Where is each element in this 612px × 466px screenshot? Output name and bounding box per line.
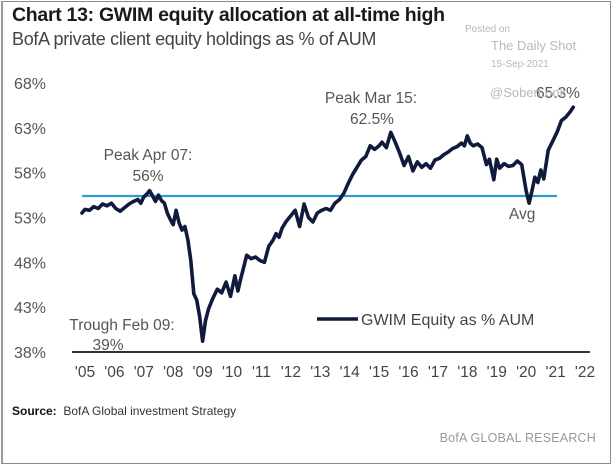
y-tick-label: 38% — [14, 345, 46, 362]
x-tick-label: '18 — [457, 364, 477, 381]
x-axis: '05 '06 '07 '08 '09 '10 '11 '12 '13 '14 '15 '16 '17 '… — [75, 364, 595, 381]
y-tick-label: 68% — [14, 76, 46, 93]
average-label: Avg — [509, 206, 535, 223]
x-tick-label: '15 — [369, 364, 389, 381]
watermark-posted-on: Posted on — [465, 24, 511, 35]
x-tick-label: '05 — [75, 364, 95, 381]
source-text: BofA Global investment Strategy — [63, 404, 237, 418]
x-tick-label: '11 — [252, 364, 271, 381]
x-tick-label: '10 — [222, 364, 243, 381]
annotation-label: Peak Apr 07: — [104, 147, 193, 164]
annotation-value: 56% — [132, 168, 163, 185]
x-tick-label: '14 — [340, 364, 361, 381]
y-tick-label: 63% — [14, 121, 46, 138]
annotation-label: Peak Mar 15: — [325, 90, 417, 107]
x-tick-label: '13 — [310, 364, 330, 381]
watermark-source: The Daily Shot — [491, 38, 577, 53]
x-tick-label: '22 — [575, 364, 595, 381]
y-tick-label: 58% — [14, 166, 46, 183]
brand-label: BofA GLOBAL RESEARCH — [439, 431, 596, 445]
series-line-gwim-equity — [80, 105, 575, 343]
x-tick-label: '09 — [193, 364, 213, 381]
chart-subtitle: BofA private client equity holdings as %… — [12, 29, 377, 49]
y-tick-label: 53% — [14, 211, 46, 228]
annotation-label: Trough Feb 09: — [69, 317, 174, 334]
watermark-handle: @SoberLook — [490, 85, 567, 100]
annotation-value: 65.3% — [536, 85, 580, 102]
annotation-value: 62.5% — [350, 111, 394, 128]
x-tick-label: '21 — [545, 364, 565, 381]
x-tick-label: '07 — [134, 364, 154, 381]
watermark-date: 15-Sep-2021 — [491, 59, 549, 70]
y-axis: 38% 43% 48% 53% 58% 63% 68% — [14, 76, 46, 362]
x-tick-label: '12 — [281, 364, 301, 381]
legend: GWIM Equity as % AUM — [317, 312, 534, 329]
source-label: Source: — [12, 404, 57, 418]
source-note: Source: BofA Global investment Strategy — [12, 404, 236, 418]
y-tick-label: 43% — [14, 300, 46, 317]
x-tick-label: '06 — [104, 364, 124, 381]
x-tick-label: '20 — [516, 364, 537, 381]
y-tick-label: 48% — [14, 255, 46, 272]
chart-title: Chart 13: GWIM equity allocation at all-… — [12, 4, 445, 26]
annotations: Peak Apr 07: 56% Trough Feb 09: 39% Peak Mar… — [69, 85, 580, 354]
x-tick-label: '19 — [487, 364, 507, 381]
x-tick-label: '17 — [428, 364, 448, 381]
x-tick-label: '08 — [163, 364, 183, 381]
annotation-value: 39% — [92, 337, 123, 354]
legend-label: GWIM Equity as % AUM — [361, 312, 534, 329]
x-tick-label: '16 — [398, 364, 418, 381]
